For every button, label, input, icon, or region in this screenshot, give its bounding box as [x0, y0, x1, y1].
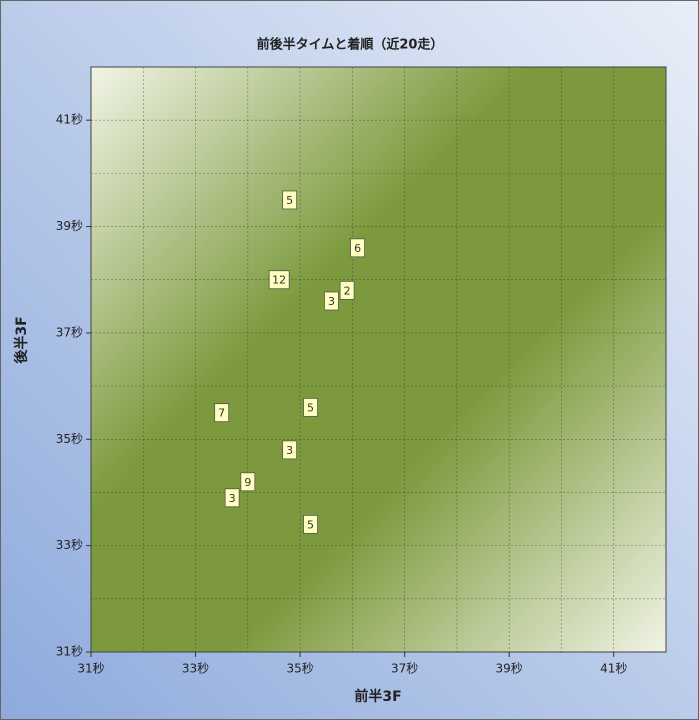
- point: [324, 291, 339, 311]
- x-tick-label: 41秒: [600, 662, 627, 676]
- point-label: 3: [286, 444, 293, 457]
- y-tick-label: 39秒: [56, 219, 83, 233]
- point-label: 2: [344, 284, 351, 297]
- point-label: 3: [229, 492, 236, 505]
- point-label: 9: [244, 476, 251, 489]
- x-tick-label: 35秒: [286, 662, 313, 676]
- chart-title: 前後半タイムと着順（近20走）: [257, 37, 444, 53]
- y-tick-label: 37秒: [56, 325, 83, 339]
- y-axis-title: 後半3F: [13, 316, 30, 363]
- x-tick-label: 37秒: [391, 662, 418, 676]
- point: [214, 403, 230, 423]
- point-label: 5: [307, 518, 314, 531]
- point-label: 6: [354, 242, 361, 255]
- point: [268, 270, 290, 290]
- point: [282, 440, 298, 460]
- point: [224, 488, 240, 508]
- y-tick-label: 31秒: [56, 645, 83, 659]
- point: [303, 397, 318, 417]
- y-tick-label: 33秒: [56, 538, 83, 552]
- point: [339, 280, 355, 300]
- y-tick-label: 41秒: [56, 113, 83, 127]
- point-label: 12: [272, 274, 286, 287]
- point: [240, 472, 256, 492]
- x-axis-title: 前半3F: [354, 688, 401, 705]
- plot-area: [90, 66, 667, 653]
- x-tick-label: 33秒: [182, 662, 209, 676]
- point: [303, 514, 318, 534]
- y-tick-label: 35秒: [56, 432, 83, 446]
- point-label: 7: [218, 407, 225, 420]
- point-label: 5: [307, 401, 314, 414]
- x-tick-label: 31秒: [77, 662, 104, 676]
- point: [282, 190, 298, 210]
- point: [350, 238, 365, 258]
- point-label: 5: [286, 194, 293, 207]
- point-label: 3: [328, 295, 335, 308]
- x-tick-label: 39秒: [496, 662, 523, 676]
